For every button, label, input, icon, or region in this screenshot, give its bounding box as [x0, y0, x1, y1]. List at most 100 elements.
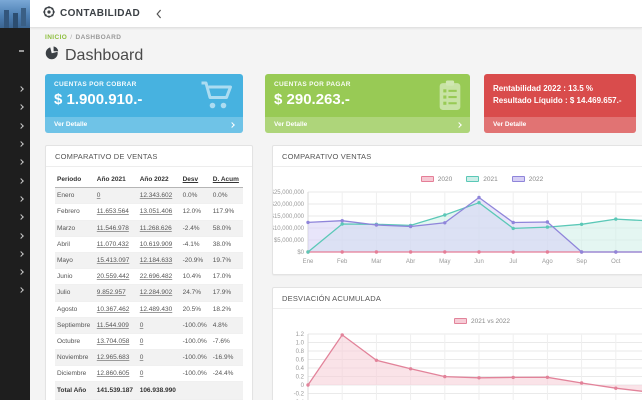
value-cell[interactable]: 12.860.605	[96, 370, 130, 378]
comparativo-ventas-chart[interactable]: 2020 2021 2022 $25,000,000 $20,000,000 $15,00…	[271, 167, 642, 274]
period-cell: Abril	[57, 240, 71, 248]
value-cell: -2.4%	[182, 224, 200, 232]
svg-text:0.2: 0.2	[296, 375, 305, 381]
svg-text:Ene: Ene	[303, 259, 314, 265]
card-cuentas-por-cobrar: CUENTAS POR COBRAR $ 1.900.910.- Ver Det…	[45, 74, 243, 133]
value-cell[interactable]: 11.546.978	[96, 224, 129, 232]
desviacion-acumulada-chart[interactable]: 2021 vs 20221.21.00.80.60.40.20-0.2-0.4E…	[273, 309, 642, 400]
table-row: Abril 11.070.432 10.619.909 -4.1% 38.0%	[55, 236, 243, 253]
chart-legend: 2020 2021 2022	[273, 173, 642, 185]
chevron-right-icon	[18, 287, 24, 294]
value-cell	[181, 382, 211, 399]
value-cell[interactable]: 12.489.430	[139, 305, 173, 313]
sidebar-menu-item[interactable]	[18, 117, 24, 135]
value-cell[interactable]: 11.544.909	[96, 321, 129, 329]
svg-text:Jul: Jul	[509, 259, 517, 265]
resultado-liquido-line: Resultado Líquido : $ 14.469.657.-	[493, 96, 622, 106]
value-cell: -24.4%	[212, 370, 234, 378]
svg-text:Abr: Abr	[406, 259, 415, 265]
card-body: CUENTAS POR PAGAR $ 290.263.-	[265, 74, 470, 117]
column-header[interactable]: Desv	[180, 172, 211, 189]
chevron-right-icon	[18, 122, 24, 129]
value-cell: 17.9%	[212, 289, 232, 297]
svg-text:1.2: 1.2	[296, 332, 305, 338]
table-row: Enero 0 12.343.602 0.0% 0.0%	[55, 187, 243, 204]
collapse-chevron-left-icon[interactable]	[156, 9, 162, 19]
sidebar-menu-item[interactable]	[18, 190, 24, 208]
value-cell: -100.0%	[182, 321, 207, 329]
value-cell: 20.5%	[182, 305, 202, 313]
value-cell[interactable]: 0	[139, 321, 144, 329]
column-header[interactable]: D. Acum	[210, 172, 243, 189]
svg-text:0.8: 0.8	[296, 349, 305, 355]
sidebar-menu-item[interactable]	[18, 153, 24, 171]
value-cell[interactable]: 22.696.482	[139, 273, 173, 281]
comparativo-de-ventas-panel: COMPARATIVO DE VENTAS Periodo Año 2021 Año…	[45, 145, 253, 400]
svg-text:Oct: Oct	[611, 259, 621, 265]
sidebar-menu-item[interactable]	[18, 226, 24, 244]
value-cell[interactable]: 13.704.058	[96, 337, 130, 345]
value-cell[interactable]: 10.367.462	[96, 305, 130, 313]
value-cell[interactable]: 0	[139, 354, 144, 362]
ver-detalle-link[interactable]: Ver Detalle	[484, 117, 636, 133]
svg-text:0.4: 0.4	[296, 366, 305, 372]
sidebar-menu-item[interactable]	[18, 80, 24, 98]
legend-item[interactable]: 2022	[511, 176, 543, 183]
sidebar-menu-item[interactable]	[18, 263, 24, 281]
page-title: Dashboard	[65, 46, 144, 64]
value-cell[interactable]: 11.653.564	[96, 208, 129, 216]
value-cell[interactable]: 13.051.406	[139, 208, 173, 216]
value-cell[interactable]: 12.343.602	[139, 192, 173, 200]
period-cell: Julio	[57, 289, 71, 297]
pie-chart-icon	[45, 44, 59, 65]
chevron-right-icon	[18, 141, 24, 147]
clipboard-icon	[437, 80, 463, 116]
legend-item[interactable]: 2020	[420, 176, 452, 183]
chevron-right-icon	[18, 269, 24, 275]
period-cell: Enero	[57, 192, 75, 200]
sidebar-menu-item[interactable]	[18, 281, 24, 299]
value-cell[interactable]: 12.184.633	[139, 256, 173, 264]
period-cell: Mayo	[57, 256, 73, 264]
value-cell: -7.6%	[212, 337, 230, 345]
sidebar-menu-item[interactable]	[18, 171, 24, 189]
value-cell[interactable]: 0	[139, 370, 144, 378]
value-cell: 4.8%	[212, 321, 228, 329]
legend-item[interactable]: 2021 vs 2022	[453, 318, 510, 325]
table-row: Noviembre 12.965.683 0 -100.0% -16.9%	[55, 349, 243, 366]
sales-table-body: Enero 0 12.343.602 0.0% 0.0% Febrero 11.653.56…	[55, 187, 243, 400]
value-cell[interactable]: 0	[96, 192, 101, 200]
value-cell: 38.0%	[212, 240, 232, 248]
value-cell[interactable]: 20.559.442	[96, 273, 130, 281]
table-row: Junio 20.559.442 22.696.482 10.4% 17.0%	[55, 269, 243, 285]
table-row: Agosto 10.367.462 12.489.430 20.5% 18.2%	[55, 301, 243, 318]
svg-text:0.6: 0.6	[296, 358, 305, 364]
sidebar-menu-item[interactable]	[18, 135, 24, 153]
value-cell[interactable]: 0	[139, 337, 144, 345]
legend-swatch	[511, 176, 525, 182]
sidebar-menu	[18, 80, 24, 300]
ver-detalle-link[interactable]: Ver Detalle	[45, 117, 243, 133]
value-cell[interactable]: 15.413.097	[96, 256, 130, 264]
table-header-row: Periodo Año 2021 Año 2022 Desv D. Acum	[55, 172, 243, 189]
value-cell[interactable]: 9.852.957	[96, 289, 126, 297]
table-row: Octubre 13.704.058 0 -100.0% -7.6%	[55, 333, 243, 350]
value-cell[interactable]: 12.284.902	[139, 289, 173, 297]
sidebar-menu-item[interactable]	[18, 245, 24, 263]
chart-canvas[interactable]: $25,000,000 $20,000,000 $15,000,000 $10,000…	[271, 186, 642, 269]
value-cell[interactable]: 11.070.432	[96, 240, 129, 248]
chevron-right-icon	[456, 121, 462, 128]
value-cell: 24.7%	[182, 289, 202, 297]
legend-item[interactable]: 2021	[466, 176, 498, 183]
breadcrumb-home-link[interactable]: INICIO	[45, 34, 68, 41]
chevron-right-icon	[18, 196, 24, 202]
chart-canvas[interactable]: 1.21.00.80.60.40.20-0.2-0.4EneFebMarAbrM…	[273, 328, 642, 400]
value-cell[interactable]: 10.619.909	[139, 240, 173, 248]
period-cell: Septiembre	[57, 321, 91, 329]
ver-detalle-link[interactable]: Ver Detalle	[265, 117, 470, 133]
sidebar-menu-item[interactable]	[18, 208, 24, 226]
cart-icon	[200, 80, 236, 115]
sidebar-menu-item[interactable]	[18, 98, 24, 116]
value-cell[interactable]: 12.965.683	[96, 354, 130, 362]
value-cell[interactable]: 11.268.626	[139, 224, 172, 232]
